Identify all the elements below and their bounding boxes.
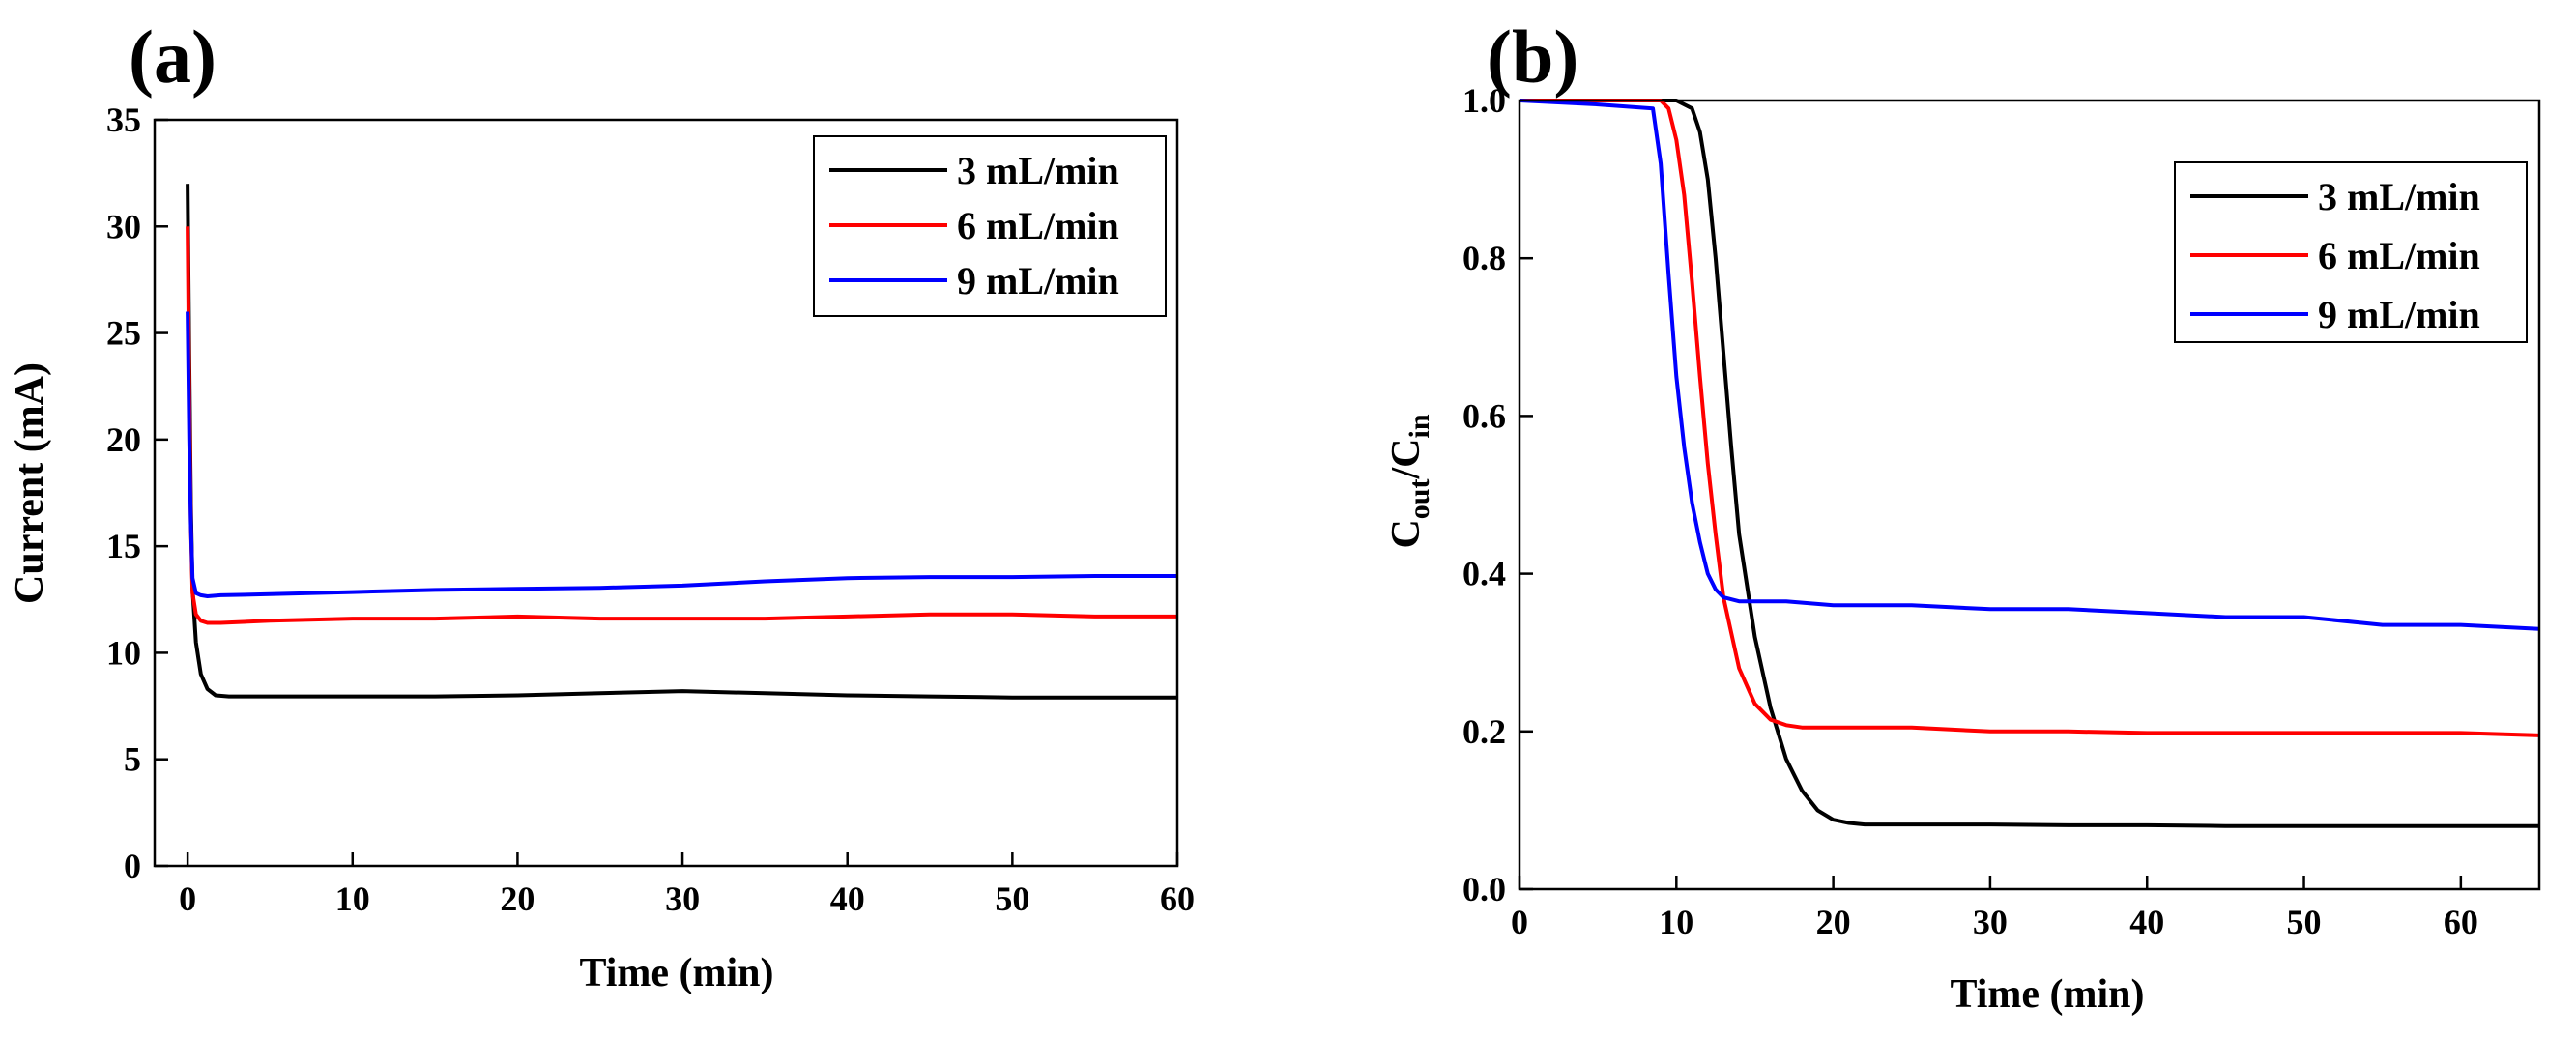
legend-label: 9 mL/min bbox=[2318, 293, 2480, 336]
y-tick-label: 0.8 bbox=[1462, 239, 1506, 277]
y-tick-label: 35 bbox=[106, 101, 141, 139]
legend-b: 3 mL/min 6 mL/min 9 mL/min bbox=[2174, 161, 2528, 343]
legend-label: 6 mL/min bbox=[2318, 234, 2480, 277]
x-tick-label: 20 bbox=[500, 879, 535, 918]
y-tick-label: 0.4 bbox=[1462, 555, 1506, 593]
series-b bbox=[1519, 99, 2540, 828]
legend-label: 6 mL/min bbox=[957, 204, 1119, 247]
x-tick-label: 30 bbox=[1973, 903, 2008, 941]
x-tick-label: 40 bbox=[830, 879, 865, 918]
x-tick-label: 10 bbox=[335, 879, 370, 918]
series-line bbox=[1519, 99, 2540, 631]
plot-frame-b bbox=[1518, 99, 2541, 891]
y-axis-title-b: Cout/Cin bbox=[1384, 414, 1435, 548]
chart-panel-a: (a) Current (mA) Time (min) 0 10 20 30 40 50 6… bbox=[8, 14, 1195, 995]
y-axis-title-b-sub1: out bbox=[1404, 479, 1435, 520]
chart-panel-b: (b) Cout/Cin Time (min) 0 10 20 30 40 50 60 0.0… bbox=[1384, 14, 2541, 1017]
series-line bbox=[1520, 99, 2539, 828]
y-tick-label: 1.0 bbox=[1462, 81, 1506, 120]
x-tick-label: 20 bbox=[1816, 903, 1851, 941]
legend-label: 3 mL/min bbox=[2318, 175, 2480, 218]
y-axis-title-b-sub2: in bbox=[1404, 414, 1435, 438]
plot-frame-a bbox=[153, 118, 1179, 868]
x-axis-title-a: Time (min) bbox=[579, 951, 773, 995]
legend-a: 3 mL/min 6 mL/min 9 mL/min bbox=[813, 135, 1167, 317]
y-axis-title-b-main: C bbox=[1384, 519, 1429, 548]
svg-text:Cout/Cin: Cout/Cin bbox=[1384, 414, 1435, 548]
series-line bbox=[1520, 99, 2540, 737]
series-line bbox=[186, 311, 1177, 598]
x-tick-label: 50 bbox=[2287, 903, 2322, 941]
x-axis-title-b: Time (min) bbox=[1950, 972, 2144, 1017]
y-axis-title-b-mid: /C bbox=[1384, 439, 1429, 480]
series-line bbox=[186, 226, 1177, 625]
x-tick-label: 10 bbox=[1659, 903, 1693, 941]
x-tick-label: 60 bbox=[2444, 903, 2478, 941]
x-tick-label: 60 bbox=[1160, 879, 1195, 918]
y-tick-label: 20 bbox=[106, 420, 141, 459]
ticks-b: 0 10 20 30 40 50 60 0.0 0.2 0.4 0.6 0.8 1.0 bbox=[1462, 81, 2478, 941]
x-tick-label: 0 bbox=[179, 879, 196, 918]
y-tick-label: 30 bbox=[106, 207, 141, 245]
panel-label-a: (a) bbox=[129, 14, 217, 99]
legend-label: 9 mL/min bbox=[957, 259, 1119, 302]
x-tick-label: 30 bbox=[665, 879, 700, 918]
y-tick-label: 0.2 bbox=[1462, 712, 1506, 751]
x-tick-label: 50 bbox=[995, 879, 1029, 918]
x-tick-label: 0 bbox=[1511, 903, 1528, 941]
legend-label: 3 mL/min bbox=[957, 149, 1119, 192]
y-tick-label: 0 bbox=[124, 847, 141, 885]
y-tick-label: 15 bbox=[106, 527, 141, 565]
y-tick-label: 25 bbox=[106, 314, 141, 353]
y-tick-label: 0.6 bbox=[1462, 396, 1506, 435]
y-tick-label: 5 bbox=[124, 740, 141, 779]
y-tick-label: 0.0 bbox=[1462, 870, 1506, 908]
panel-label-b: (b) bbox=[1487, 14, 1578, 99]
series-a bbox=[186, 184, 1177, 700]
y-axis-title-a: Current (mA) bbox=[8, 362, 52, 604]
y-tick-label: 10 bbox=[106, 633, 141, 672]
x-tick-label: 40 bbox=[2129, 903, 2164, 941]
